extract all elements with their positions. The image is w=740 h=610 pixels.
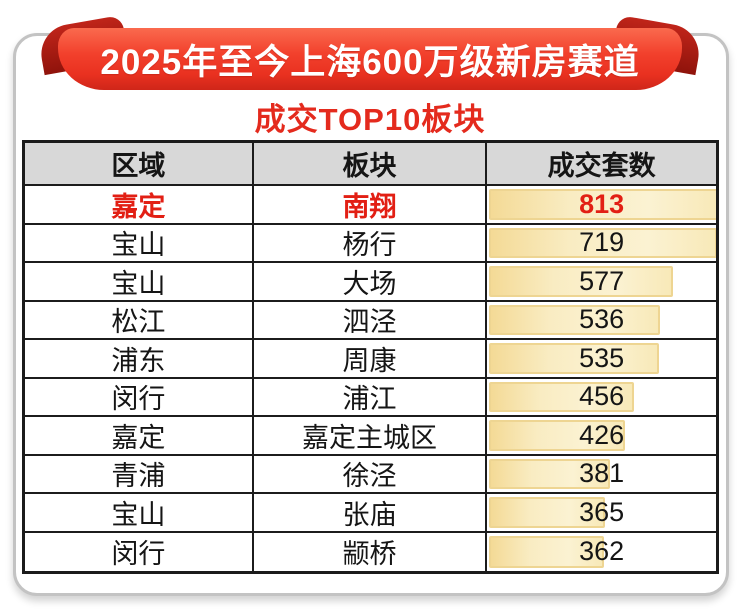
sector-cell: 周康	[253, 340, 488, 379]
sector-cell: 颛桥	[253, 532, 488, 571]
data-bar	[489, 343, 660, 374]
count-cell: 426	[487, 417, 716, 456]
count-cell: 362	[487, 532, 716, 571]
district-cell: 松江	[25, 301, 254, 340]
count-cell: 456	[487, 378, 716, 417]
sector-cell: 嘉定主城区	[253, 417, 488, 456]
sector-cell: 杨行	[253, 224, 488, 263]
count-cell: 813	[487, 186, 716, 225]
data-bar	[489, 535, 605, 568]
data-bar	[489, 497, 606, 528]
title-ribbon: 2025年至今上海600万级新房赛道	[36, 12, 704, 92]
count-cell: 535	[487, 340, 716, 379]
sector-cell: 张庙	[253, 494, 488, 533]
district-cell: 闵行	[25, 378, 254, 417]
top10-table: 区域 板块 成交套数 嘉定 南翔 813 宝山 杨行 719 宝山 大场 577…	[22, 140, 719, 574]
sector-cell: 大场	[253, 263, 488, 302]
data-bar	[489, 420, 625, 451]
sector-cell: 徐泾	[253, 455, 488, 494]
district-cell: 浦东	[25, 340, 254, 379]
page-subtitle: 成交TOP10板块	[254, 102, 486, 137]
column-header-district: 区域	[25, 143, 254, 186]
data-bar	[489, 304, 660, 335]
district-cell: 青浦	[25, 455, 254, 494]
count-cell: 719	[487, 224, 716, 263]
data-bar	[489, 227, 716, 258]
district-cell: 嘉定	[25, 186, 254, 225]
district-cell: 闵行	[25, 532, 254, 571]
count-cell: 577	[487, 263, 716, 302]
sector-cell: 南翔	[253, 186, 488, 225]
data-bar	[489, 266, 673, 297]
district-cell: 嘉定	[25, 417, 254, 456]
count-cell: 365	[487, 494, 716, 533]
column-header-count: 成交套数	[487, 143, 716, 186]
column-header-sector: 板块	[253, 143, 488, 186]
data-bar	[489, 381, 635, 412]
sector-cell: 泗泾	[253, 301, 488, 340]
district-cell: 宝山	[25, 224, 254, 263]
data-bar	[489, 189, 716, 220]
district-cell: 宝山	[25, 494, 254, 533]
district-cell: 宝山	[25, 263, 254, 302]
count-cell: 381	[487, 455, 716, 494]
count-cell: 536	[487, 301, 716, 340]
ribbon-body: 2025年至今上海600万级新房赛道	[58, 28, 682, 90]
banner-title: 2025年至今上海600万级新房赛道	[100, 42, 640, 82]
sector-cell: 浦江	[253, 378, 488, 417]
data-bar	[489, 458, 611, 489]
